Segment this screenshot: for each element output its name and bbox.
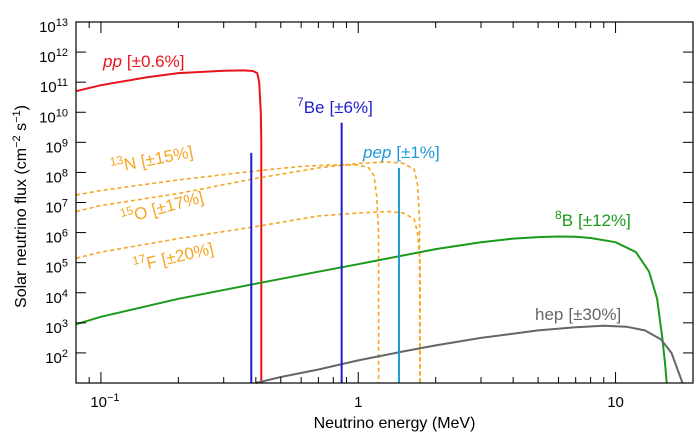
series-hep <box>255 324 684 384</box>
series-label-pep: pep [±1%] <box>362 143 440 162</box>
y-tick-label: 1010 <box>39 107 68 126</box>
series-label-pp: pp [±0.6%] <box>102 52 184 71</box>
series-f17 <box>75 210 421 383</box>
series-pp <box>75 69 263 383</box>
y-tick-label: 106 <box>45 228 68 247</box>
y-tick-label: 1013 <box>39 17 68 36</box>
x-tick-label: 10−1 <box>90 392 119 411</box>
y-axis-title: Solar neutrino flux (cm−2 s−1) <box>11 105 30 308</box>
y-tick-label: 107 <box>45 198 68 217</box>
series-b8 <box>75 235 668 384</box>
x-tick-label: 1 <box>354 394 362 411</box>
y-tick-labels: 102 103 104 105 106 107 108 109 1010 101… <box>39 17 68 367</box>
y-tick-label: 105 <box>45 258 68 277</box>
series-label-hep: hep [±30%] <box>535 305 621 324</box>
series-label-b8: 8B [±12%] <box>555 208 631 230</box>
y-tick-label: 103 <box>45 318 68 337</box>
series-n13 <box>75 164 380 383</box>
x-tick-label: 10 <box>607 394 624 411</box>
series-o15 <box>75 161 421 384</box>
x-axis-title: Neutrino energy (MeV) <box>314 415 476 432</box>
series-layer <box>75 69 684 384</box>
series-label-be7: 7Be [±6%] <box>297 95 373 117</box>
y-tick-label: 1012 <box>39 47 68 66</box>
y-tick-label: 1011 <box>40 77 68 96</box>
y-tick-label: 108 <box>45 167 68 186</box>
y-tick-label: 104 <box>45 288 68 307</box>
plot-frame <box>75 21 694 384</box>
y-tick-label: 109 <box>45 137 68 156</box>
x-tick-labels: 10−1 1 10 <box>90 392 624 411</box>
y-tick-label: 102 <box>45 348 68 367</box>
